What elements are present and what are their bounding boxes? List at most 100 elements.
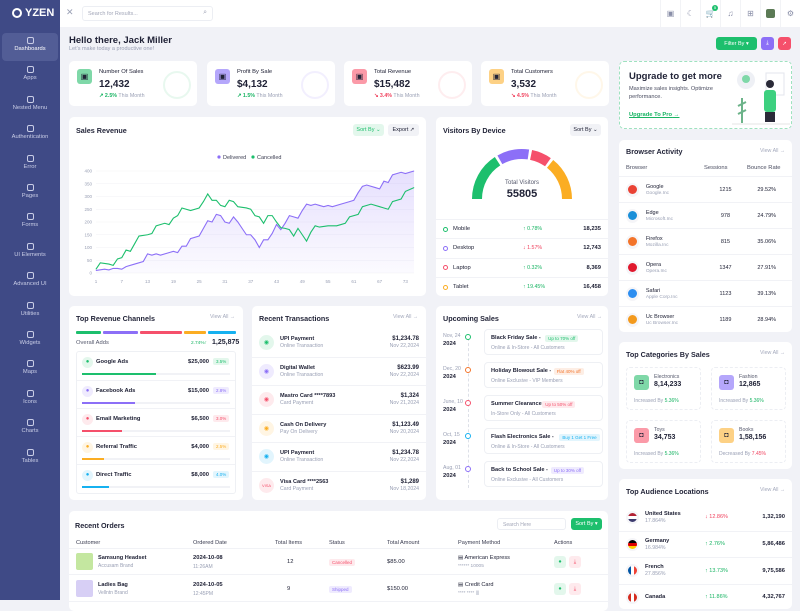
sort-by-button[interactable]: Sort By ⌄: [570, 124, 601, 136]
data-point: [366, 184, 368, 186]
x-tick-label: 37: [248, 279, 254, 284]
timeline-dot: [465, 433, 471, 439]
column-header: Total Items: [275, 540, 303, 546]
sort-by-button[interactable]: Sort By ⌄: [353, 124, 384, 136]
data-point: [310, 231, 312, 233]
bell-icon[interactable]: ♫: [720, 0, 740, 27]
transaction-row: VISA Visa Card ****2563 Card Payment $1,2…: [252, 470, 426, 500]
view-all-link[interactable]: View All →: [760, 350, 786, 356]
sidebar-item-maps[interactable]: Maps: [0, 356, 60, 384]
sidebar-item-nested-menu[interactable]: Nested Menu: [0, 92, 60, 120]
sale-card[interactable]: Flash Electronics Sale - Buy 1 Get 1 Fre…: [484, 428, 603, 454]
sidebar-item-pages[interactable]: Pages: [0, 180, 60, 208]
view-all-link[interactable]: View All →: [210, 314, 236, 320]
sidebar-item-ui-elements[interactable]: UI Elements: [0, 239, 60, 267]
moon-icon[interactable]: ☾: [680, 0, 700, 27]
data-point: [246, 207, 247, 209]
location-row: French 27.856% ↑ 13.73% 9,75,586: [619, 557, 792, 584]
cart-icon[interactable]: 🛒 5: [700, 0, 720, 27]
download-button[interactable]: ⤓: [761, 37, 774, 50]
sort-by-button[interactable]: Sort By ▾: [571, 518, 602, 530]
location-row: Germany 16.984% ↑ 2.76% 5,86,486: [619, 530, 792, 558]
data-point: [327, 205, 329, 206]
sidebar-item-authentication[interactable]: Authentication: [0, 121, 60, 149]
view-all-link[interactable]: View All →: [760, 487, 786, 493]
revenue-channels-card: Top Revenue Channels View All → Overall …: [69, 306, 243, 500]
sidebar-item-forms[interactable]: Forms: [0, 209, 60, 237]
sidebar-item-widgets[interactable]: Widgets: [0, 327, 60, 355]
sidebar-item-icons[interactable]: Icons: [0, 386, 60, 414]
view-all-link[interactable]: View All →: [393, 314, 419, 320]
view-button[interactable]: ●: [554, 583, 566, 595]
category-tile[interactable]: ◘ Books 1,58,156 Decreased By 7.45%: [711, 420, 786, 463]
sale-card[interactable]: Back to School Sale - Up to 30% off Onli…: [484, 461, 603, 487]
browser-logo-icon: [626, 234, 639, 249]
category-tile[interactable]: ◘ Toys 34,753 Increased By 5.36%: [626, 420, 701, 463]
data-point: [173, 251, 174, 252]
data-point: [228, 200, 230, 201]
sale-card[interactable]: Black Friday Sale - Up to 70% off Online…: [484, 329, 603, 355]
overall-value: 1,25,875: [212, 339, 240, 346]
category-icon: ◘: [719, 428, 734, 443]
share-button[interactable]: ➚: [778, 37, 791, 50]
data-point: [207, 193, 209, 195]
logo[interactable]: YZEN: [12, 7, 54, 19]
export-button[interactable]: Export ➚: [388, 124, 419, 136]
x-tick-label: 73: [403, 279, 409, 284]
stat-icon: ▣: [215, 69, 230, 84]
search-input[interactable]: Search for Results... ⌕: [82, 6, 213, 21]
sidebar-item-dashboards[interactable]: Dashboards: [2, 33, 58, 61]
category-tile[interactable]: ◘ Fashion 12,865 Increased By 5.36%: [711, 367, 786, 410]
sidebar-item-apps[interactable]: Apps: [0, 62, 60, 90]
sidebar-item-charts[interactable]: Charts: [0, 415, 60, 443]
data-point: [379, 188, 380, 190]
sidebar-item-tables[interactable]: Tables: [0, 445, 60, 473]
sale-card[interactable]: Summer Clearance - Up to 50% off In-Stor…: [484, 395, 603, 421]
channel-segment: [183, 331, 207, 334]
sale-card[interactable]: Holiday Blowout Sale - Flat 40% off Onli…: [484, 362, 603, 388]
view-all-link[interactable]: View All →: [760, 148, 786, 154]
close-icon[interactable]: ✕: [66, 7, 74, 17]
data-point: [190, 238, 191, 239]
data-point: [258, 247, 260, 248]
data-point: [297, 217, 299, 219]
box-icon: [26, 242, 34, 250]
sidebar-item-error[interactable]: Error: [0, 151, 60, 179]
legend-marker: [251, 155, 255, 159]
page-icon: [26, 184, 34, 191]
stat-watermark-icon: [438, 71, 466, 99]
table-row: Ladies Bag Vellntn Brand 2024-10-05 12:4…: [69, 575, 608, 602]
upgrade-link[interactable]: Upgrade To Pro →: [629, 112, 680, 118]
data-point: [108, 269, 110, 271]
transaction-row: ◉ UPI Payment Online Transaction $1,234.7…: [252, 328, 426, 357]
data-point: [319, 226, 320, 228]
avatar[interactable]: [760, 0, 780, 27]
column-header: Status: [329, 540, 345, 546]
data-point: [151, 233, 153, 234]
data-point: [405, 173, 406, 174]
download-button[interactable]: ⤓: [569, 556, 581, 568]
data-point: [250, 208, 252, 210]
cart-badge: 5: [712, 5, 718, 11]
column-header: Sessions: [704, 165, 728, 171]
download-button[interactable]: ⤓: [569, 583, 581, 595]
data-point: [387, 208, 389, 210]
gear-icon[interactable]: ⚙: [780, 0, 800, 27]
sidebar-item-utilities[interactable]: Utilities: [0, 298, 60, 326]
upcoming-sales-card: Upcoming Sales View All → Nov, 24 2024 B…: [436, 306, 608, 500]
channel-progress: [82, 402, 230, 404]
data-point: [301, 210, 303, 211]
data-point: [340, 224, 342, 225]
filter-button[interactable]: Filter By ▾: [716, 37, 757, 50]
fullscreen-icon[interactable]: ▣: [660, 0, 680, 27]
card-title: Recent Orders: [75, 521, 125, 530]
apps-icon[interactable]: ⊞: [740, 0, 760, 27]
orders-search-input[interactable]: Search Here: [497, 518, 566, 530]
category-tile[interactable]: ◘ Electronics 8,14,233 Increased By 5.36…: [626, 367, 701, 410]
view-button[interactable]: ●: [554, 556, 566, 568]
data-point: [185, 245, 187, 247]
home-icon: [26, 37, 34, 44]
sidebar-item-advanced-ui[interactable]: Advanced UI: [0, 268, 60, 296]
x-tick-label: 25: [197, 279, 203, 284]
view-all-link[interactable]: View All →: [577, 314, 603, 320]
